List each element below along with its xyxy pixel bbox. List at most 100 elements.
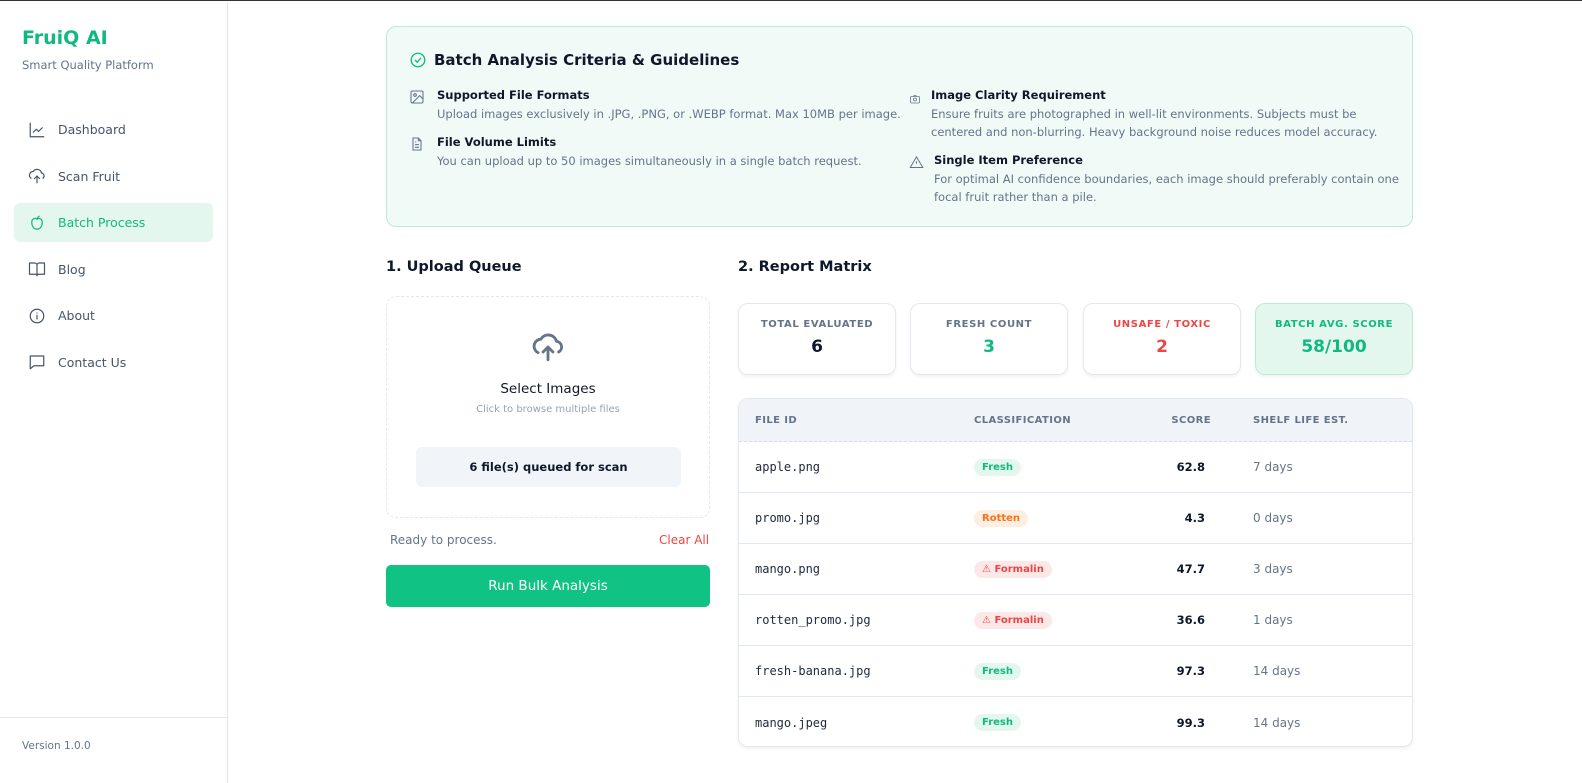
guideline-title: Single Item Preference: [934, 153, 1083, 167]
guideline-title: File Volume Limits: [437, 135, 557, 149]
classification-badge: Fresh: [974, 662, 1021, 680]
guideline-text: You can upload up to 50 images simultane…: [437, 154, 862, 168]
guideline-item: Single Item Preference For optimal AI con…: [909, 153, 1399, 206]
run-bulk-analysis-button[interactable]: Run Bulk Analysis: [386, 565, 710, 607]
table-row: rotten_promo.jpg ⚠ Formalin 36.6 1 days: [739, 595, 1412, 646]
guideline-title: Image Clarity Requirement: [931, 88, 1106, 102]
score: 97.3: [1176, 664, 1205, 678]
classification-badge: Fresh: [974, 714, 1021, 731]
table-row: apple.png Fresh 62.8 7 days: [739, 442, 1412, 493]
stat-label: TOTAL EVALUATED: [760, 319, 874, 330]
file-id: apple.png: [755, 460, 821, 474]
book-icon: [28, 262, 46, 277]
select-images-label: Select Images: [500, 381, 596, 397]
score: 99.3: [1176, 715, 1205, 730]
sidebar-item-scan-fruit[interactable]: Scan Fruit: [14, 157, 213, 196]
score: 47.7: [1176, 562, 1205, 576]
sidebar-item-label: Dashboard: [58, 122, 126, 137]
badge-text: Fresh: [982, 665, 1013, 677]
sidebar-item-label: Blog: [58, 261, 86, 277]
sidebar-item-contact-us[interactable]: Contact Us: [14, 343, 213, 382]
image-icon: [410, 90, 424, 104]
stat-value: 6: [811, 337, 823, 357]
guideline-text: Upload images exclusively in .JPG, .PNG,…: [437, 107, 901, 121]
shelf-life: 1 days: [1253, 613, 1293, 627]
apple-icon: [31, 215, 43, 230]
sidebar-item-label: Scan Fruit: [58, 168, 121, 184]
warning-icon: ⚠: [982, 614, 995, 626]
table-row: mango.jpeg Fresh 99.3 14 days: [739, 697, 1412, 746]
brand-tagline: Smart Quality Platform: [22, 58, 154, 72]
stat-fresh-count: FRESH COUNT 3: [910, 303, 1068, 375]
check-circle-icon: [410, 52, 426, 68]
badge-text: Fresh: [982, 717, 1013, 728]
sidebar: FruiQ AI Smart Quality Platform Dashboar…: [0, 2, 228, 783]
queued-count: 6 file(s) queued for scan: [416, 447, 681, 487]
table-header: FILE ID CLASSIFICATION SCORE SHELF LIFE …: [739, 399, 1412, 442]
shelf-life: 0 days: [1253, 511, 1293, 525]
guidelines-panel: Batch Analysis Criteria & Guidelines Sup…: [386, 26, 1413, 227]
classification-badge: Rotten: [974, 509, 1029, 527]
table-row: mango.png ⚠ Formalin 47.7 3 days: [739, 544, 1412, 595]
col-score: SCORE: [1171, 414, 1211, 426]
warning-icon: ⚠: [982, 563, 995, 575]
chart-line-icon: [29, 122, 45, 137]
brand-logo[interactable]: FruiQ AI: [22, 27, 108, 49]
stat-value: 2: [1156, 337, 1168, 357]
guideline-title: Supported File Formats: [437, 88, 590, 102]
sidebar-item-about[interactable]: About: [14, 296, 213, 335]
stat-unsafe-toxic: UNSAFE / TOXIC 2: [1083, 303, 1241, 375]
report-table: FILE ID CLASSIFICATION SCORE SHELF LIFE …: [738, 398, 1413, 747]
classification-badge: Fresh: [974, 458, 1021, 476]
guideline-text: For optimal AI confidence boundaries, ea…: [934, 172, 1399, 204]
guideline-item: Image Clarity Requirement Ensure fruits a…: [909, 88, 1379, 141]
file-dropzone[interactable]: Select Images Click to browse multiple f…: [386, 296, 710, 518]
stat-value: 58/100: [1301, 337, 1367, 357]
guideline-item: Supported File Formats Upload images excl…: [409, 88, 901, 123]
shelf-life: 3 days: [1253, 562, 1293, 576]
status-text: Ready to process.: [390, 533, 497, 547]
sidebar-nav: Dashboard Scan Fruit Batch Process Blog …: [14, 110, 213, 389]
warning-icon: [909, 155, 924, 168]
stat-label: FRESH COUNT: [945, 319, 1033, 330]
guidelines-title-text: Batch Analysis Criteria & Guidelines: [434, 51, 740, 69]
col-file-id: FILE ID: [755, 414, 798, 426]
stat-label: UNSAFE / TOXIC: [1113, 319, 1211, 330]
table-row: fresh-banana.jpg Fresh 97.3 14 days: [739, 646, 1412, 697]
shelf-life: 7 days: [1253, 460, 1293, 474]
sidebar-item-dashboard[interactable]: Dashboard: [14, 110, 213, 149]
browse-hint: Click to browse multiple files: [476, 404, 620, 415]
cloud-upload-icon: [532, 333, 563, 362]
file-id: mango.jpeg: [755, 715, 828, 730]
score: 62.8: [1176, 460, 1205, 474]
message-icon: [29, 355, 45, 370]
file-id: rotten_promo.jpg: [755, 613, 871, 627]
camera-icon: [910, 95, 920, 104]
info-icon: [29, 308, 45, 323]
score: 4.3: [1184, 511, 1205, 525]
upload-queue-title: 1. Upload Queue: [386, 259, 522, 275]
clear-all-button[interactable]: Clear All: [659, 533, 710, 547]
score: 36.6: [1176, 613, 1205, 627]
file-id: mango.png: [755, 562, 821, 576]
col-shelf-life: SHELF LIFE EST.: [1253, 414, 1349, 426]
file-text-icon: [412, 137, 422, 151]
table-row: promo.jpg Rotten 4.3 0 days: [739, 493, 1412, 544]
badge-text: Fresh: [982, 461, 1013, 473]
report-matrix-title: 2. Report Matrix: [738, 259, 872, 275]
shelf-life: 14 days: [1253, 715, 1301, 730]
classification-badge: ⚠ Formalin: [974, 611, 1052, 629]
cloud-upload-icon: [28, 168, 45, 184]
sidebar-item-label: Batch Process: [58, 215, 146, 230]
stat-total-evaluated: TOTAL EVALUATED 6: [738, 303, 896, 375]
guideline-text: Ensure fruits are photographed in well-l…: [931, 107, 1378, 139]
col-classification: CLASSIFICATION: [974, 414, 1071, 426]
stat-batch-avg-score: BATCH AVG. SCORE 58/100: [1255, 303, 1413, 375]
stat-value: 3: [983, 337, 995, 357]
stat-label: BATCH AVG. SCORE: [1274, 319, 1394, 330]
sidebar-item-label: Contact Us: [58, 354, 127, 370]
badge-text: Rotten: [982, 512, 1021, 524]
badge-text: Formalin: [994, 614, 1044, 626]
sidebar-item-batch-process[interactable]: Batch Process: [14, 203, 213, 242]
sidebar-item-blog[interactable]: Blog: [14, 250, 213, 289]
